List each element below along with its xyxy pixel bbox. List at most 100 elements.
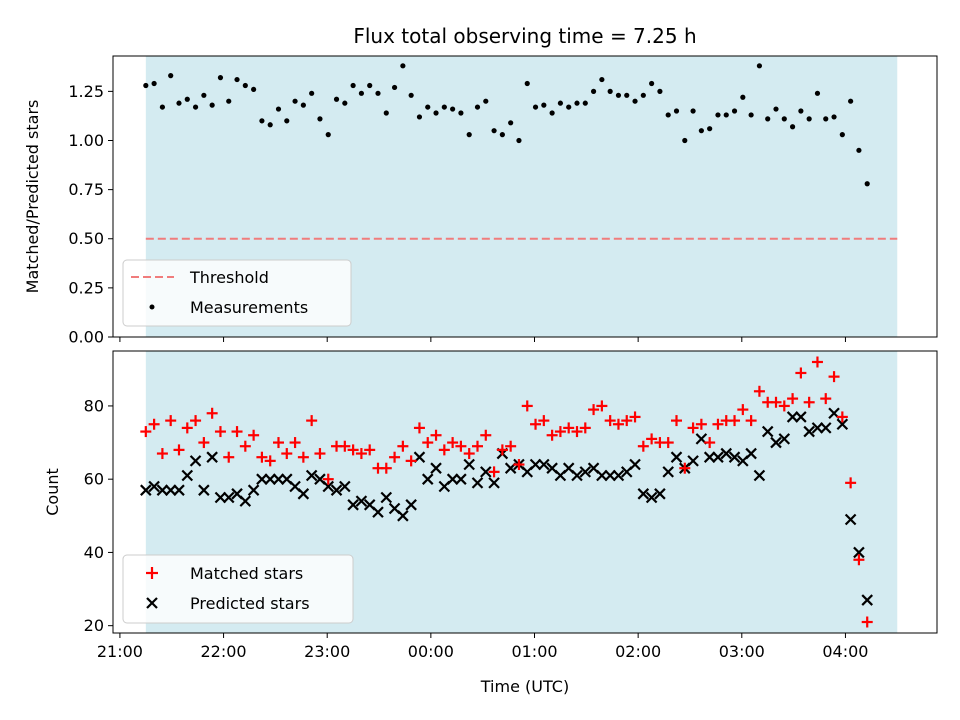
matched-star-point <box>181 422 193 434</box>
predicted-star-point <box>604 469 616 482</box>
measurement-point <box>474 104 481 110</box>
predicted-star-point <box>836 418 849 431</box>
predicted-stroke <box>853 546 865 559</box>
predicted-stroke <box>446 473 459 485</box>
matched-star-point <box>563 422 575 434</box>
measurement-point <box>740 94 746 100</box>
matched-star-point <box>588 404 600 416</box>
matched-star-point <box>861 616 873 628</box>
measurement-point <box>342 100 348 106</box>
measurement-point <box>516 137 522 144</box>
predicted-stroke <box>214 491 227 504</box>
matched-star-point <box>248 429 260 441</box>
predicted-stroke <box>297 488 310 500</box>
measurement-point <box>582 100 588 106</box>
x-tick-label: 22:00 <box>201 642 247 661</box>
predicted-stroke <box>463 458 475 471</box>
matched-star-point <box>546 429 558 441</box>
measurement-point <box>333 96 340 102</box>
measurement-point <box>433 110 439 116</box>
measurement-point <box>217 75 224 81</box>
predicted-stroke <box>836 418 849 431</box>
matched-star-point <box>355 448 367 460</box>
matched-star-point <box>554 426 566 438</box>
legend-threshold-label: Threshold <box>189 268 269 287</box>
legend-matched-swatch <box>146 567 158 579</box>
predicted-stroke <box>529 458 542 471</box>
predicted-stroke <box>140 484 152 496</box>
measurement-point <box>234 76 240 83</box>
matched-star-point <box>364 444 376 456</box>
predicted-star-point <box>811 422 824 434</box>
measurement-point <box>557 100 564 106</box>
matched-star-point <box>322 473 334 485</box>
chart-title: Flux total observing time = 7.25 h <box>353 24 696 48</box>
predicted-stroke <box>281 473 293 485</box>
predicted-star-point <box>140 484 152 496</box>
matched-star-point <box>471 440 483 452</box>
predicted-stroke <box>198 484 210 496</box>
predicted-star-point <box>330 484 343 496</box>
matched-star-point <box>621 415 633 427</box>
matched-star-point <box>173 444 185 456</box>
predicted-star-point <box>786 411 799 423</box>
predicted-stroke <box>844 513 857 526</box>
predicted-stroke <box>173 484 185 496</box>
predicted-star-point <box>272 473 285 485</box>
matched-star-point <box>770 396 782 408</box>
matched-star-point <box>687 422 699 434</box>
predicted-star-point <box>214 491 227 504</box>
predicted-stroke <box>786 411 799 423</box>
measurement-point <box>458 110 464 116</box>
predicted-stroke <box>604 469 616 482</box>
predicted-star-point <box>803 425 815 438</box>
matched-star-point <box>811 356 823 368</box>
predicted-stroke <box>645 491 658 504</box>
measurement-point <box>184 96 190 102</box>
measurement-point <box>284 118 290 124</box>
bottom-legend: Matched stars Predicted stars <box>122 554 354 624</box>
measurement-point <box>300 102 306 108</box>
matched-star-point <box>488 466 500 478</box>
measurement-point <box>168 73 174 79</box>
matched-star-point <box>198 437 210 449</box>
x-tick-label: 23:00 <box>304 642 350 661</box>
matched-star-point <box>737 404 749 416</box>
predicted-star-point <box>339 480 351 493</box>
predicted-stroke <box>861 594 873 606</box>
predicted-star-point <box>712 451 724 463</box>
measurement-point <box>325 132 331 138</box>
measurement-point <box>682 137 688 144</box>
predicted-stroke <box>562 462 575 474</box>
predicted-stroke <box>347 499 359 511</box>
measurement-point <box>831 114 837 120</box>
measurement-point <box>275 106 282 112</box>
predicted-stroke <box>819 422 832 434</box>
measurement-point <box>590 88 597 94</box>
matched-star-point <box>297 451 309 463</box>
measurement-point <box>408 92 414 98</box>
matched-star-point <box>836 411 848 423</box>
matched-star-point <box>397 440 409 452</box>
matched-star-point <box>530 418 542 430</box>
measurement-point <box>491 128 497 134</box>
predicted-star-point <box>206 451 218 463</box>
predicted-stroke <box>695 433 708 445</box>
measurement-point <box>499 132 505 138</box>
matched-star-point <box>505 440 517 452</box>
legend-predicted-swatch <box>146 597 158 609</box>
predicted-star-point <box>181 469 194 482</box>
y-tick-label: 1.25 <box>68 82 104 101</box>
predicted-stroke <box>471 477 484 489</box>
predicted-stroke <box>380 491 393 504</box>
measurement-point <box>723 112 729 118</box>
predicted-stroke <box>662 466 674 478</box>
measurement-point <box>731 108 738 114</box>
matched-star-point <box>803 396 815 408</box>
measurement-point <box>159 104 166 110</box>
matched-star-point <box>223 451 235 463</box>
x-tick-label: 00:00 <box>408 642 454 661</box>
predicted-stroke <box>181 469 194 482</box>
matched-star-point <box>190 415 202 427</box>
measurement-point <box>532 104 539 110</box>
